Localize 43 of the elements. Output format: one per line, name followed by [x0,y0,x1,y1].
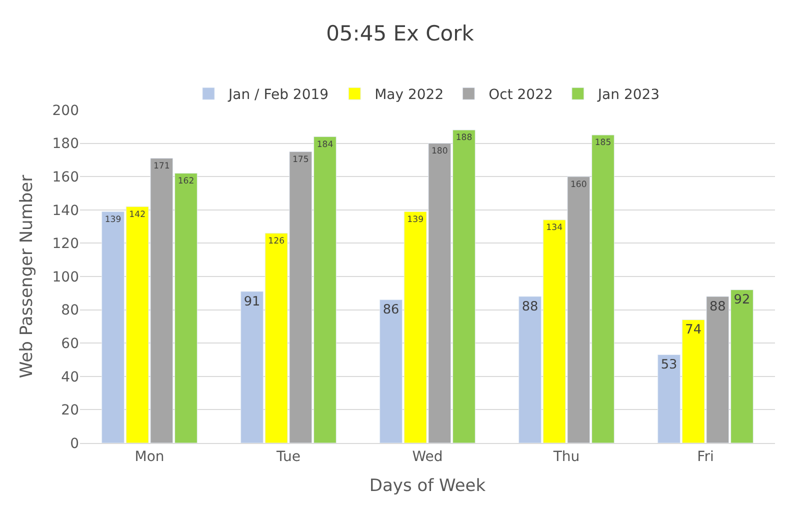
y-tick-label: 60 [61,336,79,352]
data-label: 126 [268,236,285,246]
data-label: 91 [244,294,260,310]
data-label: 162 [178,176,194,187]
y-tick-label: 180 [52,136,79,152]
legend-label: May 2022 [374,87,444,104]
data-label: 53 [660,358,678,373]
y-tick-label: 0 [70,436,79,452]
x-axis-title: Days of Week [369,476,486,496]
data-label: 86 [382,302,400,318]
data-label: 139 [104,214,122,225]
legend-label: Jan 2023 [596,87,660,104]
y-axis-title: Web Passenger Number [16,174,37,378]
x-tick-label: Fri [697,448,714,465]
data-label: 188 [456,133,472,144]
y-tick-label: 200 [52,102,79,119]
y-tick-label: 120 [52,236,79,252]
data-label: 175 [292,154,309,165]
x-tick-label: Tue [276,448,300,465]
data-label: 92 [734,292,750,308]
data-label: 160 [570,180,587,190]
y-tick-label: 40 [61,369,79,386]
data-label: 185 [594,138,612,148]
legend-label: Jan / Feb 2019 [228,87,329,104]
y-tick-label: 140 [52,202,79,219]
data-label: 139 [407,214,424,225]
y-tick-label: 20 [61,402,79,419]
legend-label: Oct 2022 [488,87,553,104]
data-label: 88 [709,299,726,314]
data-label: 134 [546,223,563,234]
x-tick-label: Wed [412,448,443,465]
y-tick-label: 100 [52,269,79,286]
data-label: 74 [685,322,702,338]
data-label: 184 [316,140,334,150]
y-tick-label: 160 [52,170,79,186]
data-label: 142 [129,210,146,220]
chart-title: 05:45 Ex Cork [326,21,475,46]
data-label: 88 [522,299,538,314]
x-tick-label: Thu [552,448,580,465]
y-tick-label: 80 [61,302,79,319]
data-label: 171 [153,162,170,172]
x-tick-label: Mon [134,448,164,465]
data-label: 180 [431,146,448,157]
